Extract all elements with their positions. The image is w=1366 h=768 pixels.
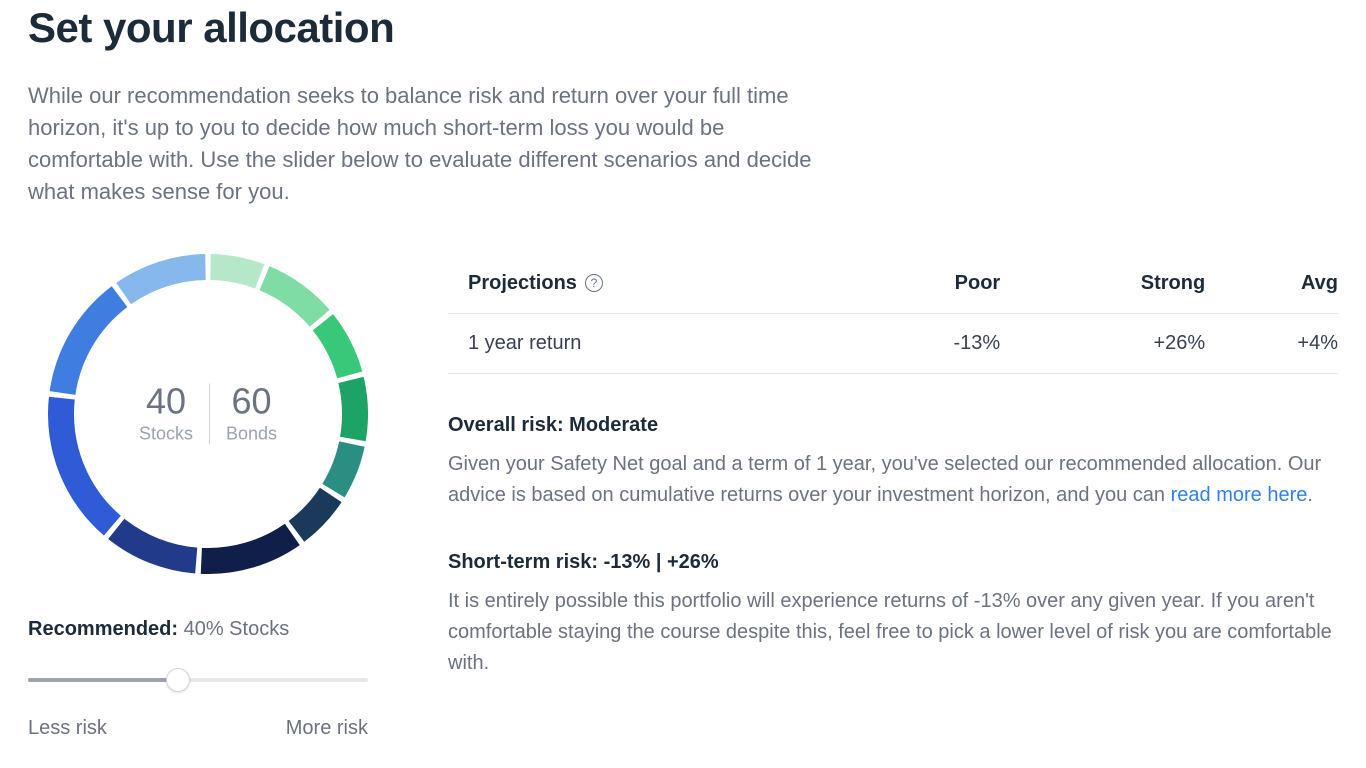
- donut-stocks: 40 Stocks: [123, 383, 210, 444]
- col-avg: Avg: [1215, 254, 1338, 314]
- stocks-label: Stocks: [139, 423, 193, 444]
- projections-header-row: Projections ? Poor Strong Avg: [448, 254, 1338, 314]
- recommended-value: 40% Stocks: [184, 618, 290, 640]
- donut-segment: [338, 376, 368, 440]
- bonds-label: Bonds: [226, 423, 277, 444]
- donut-segment: [201, 523, 300, 573]
- slider-fill: [28, 678, 178, 682]
- bonds-value: 60: [226, 383, 277, 419]
- allocation-donut: 40 Stocks 60 Bonds: [48, 254, 368, 574]
- donut-segment: [210, 254, 264, 289]
- intro-paragraph: While our recommendation seeks to balanc…: [28, 80, 818, 208]
- donut-segment: [313, 314, 363, 378]
- donut-segment: [116, 254, 205, 304]
- table-row: 1 year return-13%+26%+4%: [448, 313, 1338, 373]
- content-row: 40 Stocks 60 Bonds Recommended: 40% Stoc…: [28, 254, 1338, 740]
- donut-bonds: 60 Bonds: [210, 383, 293, 444]
- row-label: 1 year return: [448, 313, 848, 373]
- allocation-page: Set your allocation While our recommenda…: [0, 4, 1366, 740]
- short-term-risk-body: It is entirely possible this portfolio w…: [448, 586, 1338, 679]
- donut-segment: [259, 266, 329, 327]
- col-poor: Poor: [848, 254, 1010, 314]
- overall-risk-heading: Overall risk: Moderate: [448, 414, 1338, 437]
- donut-segment: [48, 396, 121, 535]
- overall-risk-text-after: .: [1307, 484, 1313, 506]
- overall-risk-body: Given your Safety Net goal and a term of…: [448, 449, 1338, 511]
- recommended-line: Recommended: 40% Stocks: [28, 618, 388, 641]
- slider-min-label: Less risk: [28, 717, 107, 740]
- projections-header: Projections ?: [448, 254, 848, 314]
- donut-segment: [108, 518, 197, 573]
- details-panel: Projections ? Poor Strong Avg 1 year ret…: [448, 254, 1338, 740]
- stocks-value: 40: [139, 383, 193, 419]
- donut-segment: [50, 286, 128, 395]
- allocation-panel: 40 Stocks 60 Bonds Recommended: 40% Stoc…: [28, 254, 388, 740]
- recommended-label: Recommended:: [28, 618, 178, 640]
- row-value: -13%: [848, 313, 1010, 373]
- short-term-risk-heading: Short-term risk: -13% | +26%: [448, 551, 1338, 574]
- projections-header-label: Projections: [468, 272, 577, 295]
- slider-max-label: More risk: [286, 717, 368, 740]
- donut-center: 40 Stocks 60 Bonds: [123, 383, 293, 444]
- col-strong: Strong: [1010, 254, 1215, 314]
- donut-segment: [322, 441, 364, 497]
- row-value: +4%: [1215, 313, 1338, 373]
- row-value: +26%: [1010, 313, 1215, 373]
- risk-slider[interactable]: [28, 667, 368, 693]
- donut-segment: [289, 487, 342, 541]
- page-title: Set your allocation: [28, 4, 1338, 52]
- read-more-link[interactable]: read more here: [1171, 484, 1308, 506]
- projections-table: Projections ? Poor Strong Avg 1 year ret…: [448, 254, 1338, 374]
- slider-end-labels: Less risk More risk: [28, 717, 368, 740]
- help-icon[interactable]: ?: [585, 274, 603, 292]
- slider-thumb[interactable]: [166, 668, 190, 692]
